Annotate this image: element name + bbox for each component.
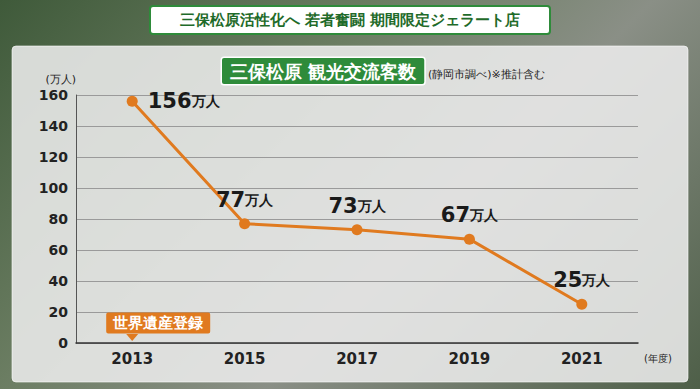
svg-text:20: 20 <box>49 304 69 320</box>
svg-text:80: 80 <box>49 211 69 227</box>
svg-text:三保松原活性化へ 若者奮闘 期間限定ジェラート店: 三保松原活性化へ 若者奮闘 期間限定ジェラート店 <box>180 11 520 29</box>
svg-text:25: 25 <box>553 268 582 292</box>
svg-text:120: 120 <box>39 149 68 165</box>
svg-text:2017: 2017 <box>336 350 378 368</box>
svg-text:100: 100 <box>39 180 68 196</box>
svg-text:万人: 万人 <box>581 272 611 288</box>
svg-text:156: 156 <box>148 89 192 113</box>
svg-text:三保松原 観光交流客数: 三保松原 観光交流客数 <box>230 61 417 82</box>
svg-text:40: 40 <box>49 273 69 289</box>
svg-text:(年度): (年度) <box>644 353 672 364</box>
svg-text:0: 0 <box>58 335 68 351</box>
svg-text:世界遺産登録: 世界遺産登録 <box>112 314 203 332</box>
svg-text:77: 77 <box>216 188 245 212</box>
svg-text:140: 140 <box>39 118 68 134</box>
svg-text:(静岡市調べ)※推計含む: (静岡市調べ)※推計含む <box>428 68 545 81</box>
svg-text:2021: 2021 <box>561 350 603 368</box>
svg-text:60: 60 <box>49 242 69 258</box>
svg-text:万人: 万人 <box>357 198 387 214</box>
svg-text:2013: 2013 <box>111 350 153 368</box>
svg-text:67: 67 <box>441 203 470 227</box>
svg-text:2015: 2015 <box>224 350 266 368</box>
svg-text:万人: 万人 <box>191 93 221 109</box>
svg-text:73: 73 <box>328 194 357 218</box>
svg-text:2019: 2019 <box>449 350 491 368</box>
svg-text:万人: 万人 <box>244 192 274 208</box>
svg-text:(万人): (万人) <box>45 73 76 86</box>
svg-text:160: 160 <box>39 87 68 103</box>
svg-text:万人: 万人 <box>469 207 499 223</box>
